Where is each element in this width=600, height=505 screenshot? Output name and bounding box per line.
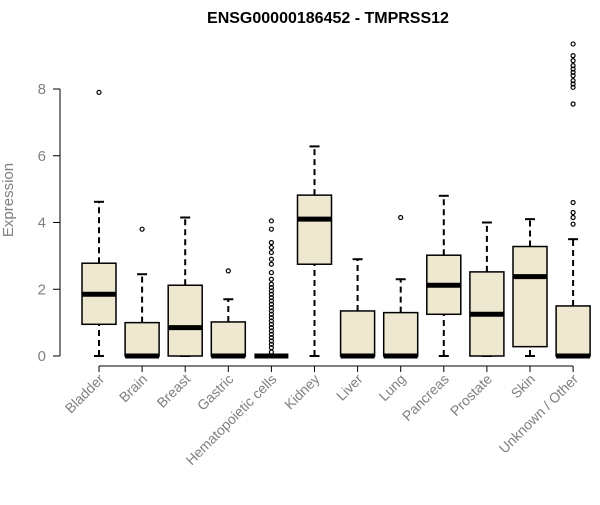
x-tick-label-pancreas: Pancreas bbox=[399, 371, 452, 424]
y-axis: 0 2 4 6 8 bbox=[38, 81, 61, 365]
x-tick-label-liver: Liver bbox=[333, 371, 366, 404]
outlier-point bbox=[268, 318, 274, 324]
x-tick-label-prostate: Prostate bbox=[447, 371, 495, 419]
y-tick-label-6: 6 bbox=[38, 148, 46, 165]
box-hematopoietic-cells bbox=[254, 218, 289, 359]
iqr-box bbox=[124, 321, 160, 357]
outlier-point bbox=[96, 89, 102, 95]
outlier-point bbox=[570, 101, 576, 107]
outlier-point bbox=[268, 284, 274, 291]
outlier-point bbox=[570, 41, 576, 47]
outlier-point bbox=[268, 218, 274, 224]
box-skin bbox=[512, 218, 548, 357]
outlier-point bbox=[268, 226, 274, 232]
outlier-point bbox=[268, 315, 274, 321]
outlier-point bbox=[570, 84, 576, 90]
outlier-point bbox=[268, 276, 274, 282]
outlier-point bbox=[268, 331, 274, 337]
outlier-point bbox=[268, 338, 274, 344]
y-tick-label-4: 4 bbox=[38, 215, 46, 232]
outlier-point bbox=[570, 81, 576, 87]
outlier-point bbox=[570, 58, 576, 64]
y-axis-label: Expression bbox=[0, 163, 17, 237]
outlier-point bbox=[268, 341, 274, 347]
outlier-point bbox=[268, 239, 274, 246]
outlier-point bbox=[570, 66, 576, 72]
box-gastric bbox=[210, 268, 247, 359]
outlier-point bbox=[570, 53, 576, 59]
outlier-point bbox=[139, 226, 145, 232]
outlier-point bbox=[570, 69, 576, 75]
outlier-point bbox=[225, 268, 231, 274]
iqr-box bbox=[555, 305, 591, 357]
y-tick-label-0: 0 bbox=[38, 348, 46, 365]
outlier-point bbox=[570, 73, 576, 79]
iqr-box bbox=[296, 194, 333, 265]
outlier-point bbox=[398, 214, 404, 221]
box-brain bbox=[124, 226, 160, 359]
x-tick-label-kidney: Kidney bbox=[281, 371, 323, 413]
outlier-point bbox=[268, 349, 274, 355]
x-tick-label-unknown-other: Unknown / Other bbox=[496, 371, 582, 457]
x-tick-label-skin: Skin bbox=[508, 371, 539, 402]
iqr-box bbox=[339, 310, 376, 357]
box-pancreas bbox=[426, 194, 462, 357]
outlier-point bbox=[570, 63, 576, 69]
outlier-point bbox=[570, 221, 576, 227]
chart-title: ENSG00000186452 - TMPRSS12 bbox=[207, 10, 449, 27]
outlier-point bbox=[268, 328, 274, 334]
outlier-point bbox=[268, 345, 274, 351]
box-breast bbox=[167, 216, 203, 357]
outlier-point bbox=[268, 308, 274, 314]
box-lung bbox=[382, 214, 419, 359]
x-tick-label-gastric: Gastric bbox=[194, 371, 237, 414]
x-tick-label-lung: Lung bbox=[375, 371, 408, 404]
outlier-point bbox=[268, 281, 274, 287]
outlier-point bbox=[268, 298, 274, 304]
y-tick-label-2: 2 bbox=[38, 281, 46, 298]
outlier-point bbox=[268, 335, 274, 341]
outlier-point bbox=[268, 325, 274, 331]
outlier-point bbox=[268, 244, 274, 251]
outlier-point bbox=[268, 321, 274, 327]
outlier-point bbox=[570, 209, 576, 216]
outlier-point bbox=[268, 305, 274, 311]
outlier-point bbox=[268, 269, 274, 276]
iqr-box bbox=[167, 284, 203, 357]
box-liver bbox=[339, 258, 376, 359]
y-tick-label-8: 8 bbox=[38, 81, 46, 98]
outlier-point bbox=[570, 78, 576, 84]
box-bladder bbox=[81, 89, 117, 357]
box-kidney bbox=[296, 145, 333, 357]
outlier-point bbox=[268, 291, 274, 297]
box-prostate bbox=[469, 221, 505, 357]
outlier-point bbox=[268, 294, 274, 301]
outlier-point bbox=[570, 214, 576, 221]
outlier-point bbox=[268, 301, 274, 307]
outlier-point bbox=[268, 288, 274, 294]
boxes bbox=[81, 41, 591, 359]
outlier-point bbox=[268, 261, 274, 267]
outlier-point bbox=[570, 199, 576, 206]
outlier-point bbox=[268, 256, 274, 262]
iqr-box bbox=[512, 245, 548, 348]
outlier-point bbox=[268, 249, 274, 256]
x-tick-label-brain: Brain bbox=[116, 371, 150, 405]
box-unknown-other bbox=[555, 41, 591, 359]
outlier-point bbox=[268, 311, 274, 317]
x-tick-label-bladder: Bladder bbox=[62, 371, 108, 417]
iqr-box bbox=[382, 311, 419, 357]
iqr-box bbox=[210, 321, 247, 357]
x-tick-label-breast: Breast bbox=[153, 371, 193, 411]
